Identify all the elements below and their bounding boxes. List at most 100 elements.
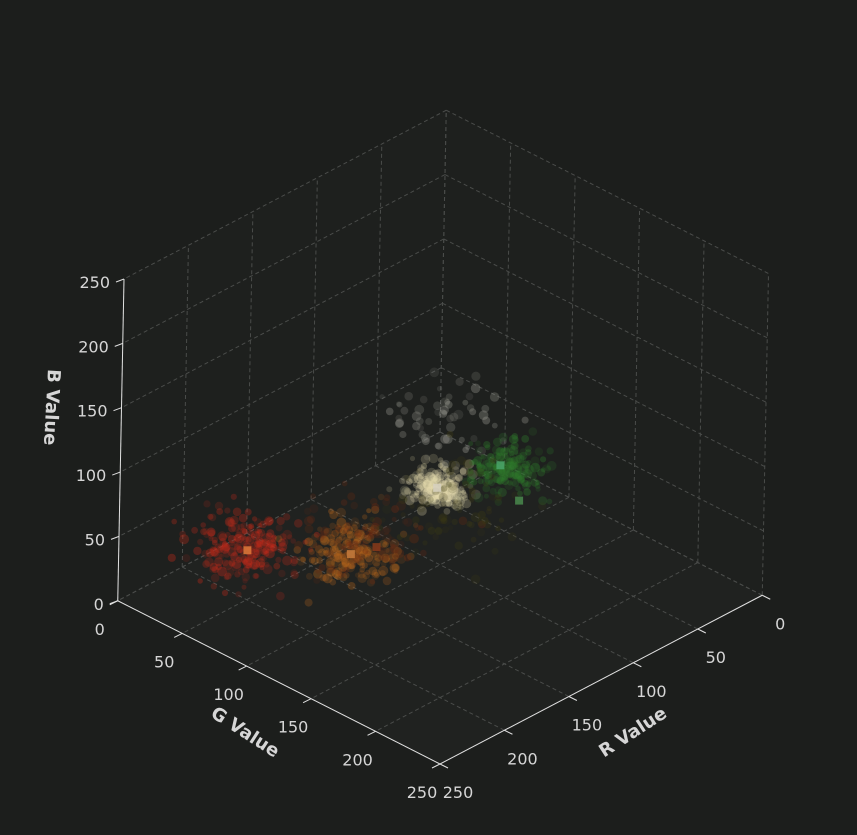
scatter-point (397, 402, 403, 408)
scatter-point (346, 540, 352, 546)
scatter-point (425, 502, 431, 508)
scatter-point (370, 579, 376, 585)
scatter-point (404, 554, 411, 561)
scatter-point (492, 548, 499, 555)
scatter-point (235, 591, 241, 597)
scatter-point (452, 519, 458, 525)
scatter-point (519, 452, 527, 460)
scatter-point (254, 540, 262, 548)
scatter-point (210, 546, 217, 553)
scatter-point (428, 497, 434, 503)
scatter-point (242, 573, 250, 581)
scatter-point (224, 573, 231, 580)
scatter-point (245, 509, 252, 516)
z-tick (111, 536, 119, 539)
x-tick (440, 764, 448, 768)
scatter-point (331, 530, 338, 537)
scatter-point (442, 526, 449, 533)
scatter-point (232, 551, 237, 556)
scatter-point (373, 562, 379, 568)
scatter-point (254, 573, 260, 579)
scatter-point (479, 410, 489, 420)
scatter-point (430, 368, 440, 378)
scatter-point (382, 555, 389, 562)
x-tick-label: 150 (572, 716, 603, 735)
scatter-point (521, 435, 529, 443)
x-tick-label: 250 (443, 783, 474, 802)
scatter-point (522, 417, 529, 424)
scatter-point (508, 532, 517, 541)
y-axis-title: G Value (207, 703, 283, 763)
scatter-point (208, 533, 214, 539)
scatter-point (404, 518, 413, 527)
scatter-point (370, 498, 378, 506)
x-tick (762, 595, 770, 599)
scatter-point (351, 558, 359, 566)
z-tick (115, 343, 123, 346)
scatter-point (330, 579, 337, 586)
scatter-point (416, 417, 424, 425)
scatter-point (222, 590, 228, 596)
scatter-point (239, 514, 248, 523)
z-tick-label: 200 (78, 337, 109, 356)
y-tick-label: 50 (154, 652, 174, 671)
scatter-point (441, 501, 447, 507)
scatter-point (182, 554, 190, 562)
scatter-point (446, 423, 455, 432)
scatter-point (445, 401, 453, 409)
scatter-point (256, 558, 266, 568)
scatter-point (484, 494, 489, 499)
scatter-point (475, 440, 481, 446)
x-axis-title: R Value (595, 703, 671, 762)
scatter-point (380, 517, 385, 522)
scatter-point (382, 533, 392, 543)
scatter-point (234, 534, 244, 544)
scatter-point (337, 569, 346, 578)
scatter-point (477, 528, 485, 536)
scatter-point (231, 494, 237, 500)
scatter-point (435, 527, 443, 535)
scatter-point (469, 408, 476, 415)
centroid-marker (243, 546, 251, 554)
y-tick (368, 731, 376, 735)
scatter-point (310, 493, 316, 499)
scatter-point (294, 541, 303, 550)
y-tick (174, 633, 182, 637)
scatter-point (358, 574, 367, 583)
scatter-point (342, 481, 348, 487)
scatter-point (306, 573, 313, 580)
scatter-point (547, 447, 554, 454)
scatter-point (493, 438, 502, 447)
scatter-point (475, 468, 484, 477)
scatter-point (219, 554, 224, 559)
scatter-point (389, 559, 395, 565)
scatter-point (469, 487, 476, 494)
scatter-point (336, 550, 342, 556)
scatter-point (490, 392, 499, 401)
scatter-point (211, 583, 217, 589)
scatter-point (198, 578, 203, 583)
scatter-point (210, 563, 218, 571)
scatter-point (344, 522, 352, 530)
scatter-point (326, 564, 335, 573)
scatter-point (392, 517, 397, 522)
scatter-point (484, 482, 489, 487)
scatter-point (545, 466, 551, 472)
scatter-point (527, 479, 532, 484)
scatter-point (351, 517, 360, 526)
scatter-point (466, 393, 474, 401)
scatter-point (541, 467, 546, 472)
scatter-point (377, 525, 383, 531)
scatter-point (536, 487, 541, 492)
centroid-marker (515, 497, 523, 505)
scatter-point (179, 534, 189, 544)
scatter-point (215, 502, 223, 510)
scatter-point (307, 550, 315, 558)
scatter-point (437, 386, 442, 391)
y-tick-label: 200 (342, 750, 373, 769)
scatter-point (425, 418, 432, 425)
y-tick-label: 250 (407, 783, 438, 802)
scatter-point (276, 524, 283, 531)
scatter-point (432, 534, 439, 541)
